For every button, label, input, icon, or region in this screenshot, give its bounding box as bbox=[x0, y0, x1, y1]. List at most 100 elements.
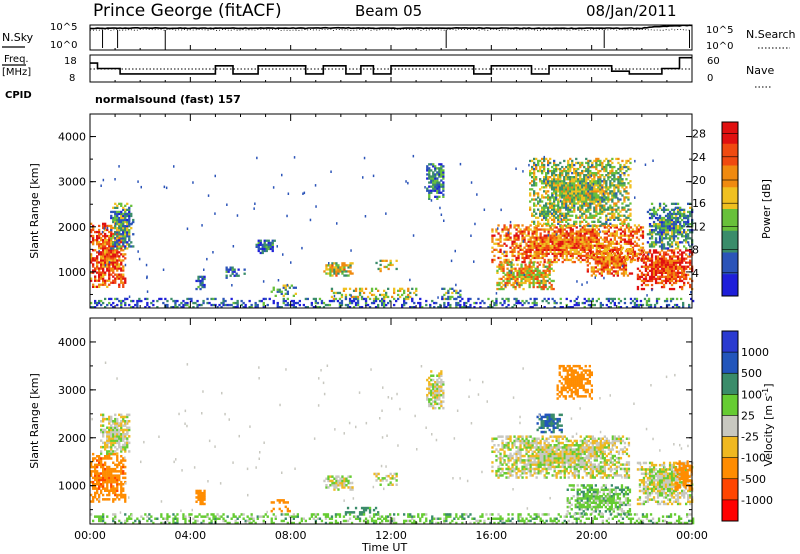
echo-cell bbox=[685, 223, 688, 226]
echo-cell bbox=[114, 498, 117, 501]
echo-cell bbox=[605, 303, 608, 307]
echo-cell bbox=[116, 204, 119, 207]
echo-cell bbox=[563, 200, 566, 203]
echo-cell bbox=[581, 202, 584, 205]
echo-cell bbox=[469, 303, 472, 307]
echo-cell bbox=[436, 185, 439, 188]
echo-cell bbox=[102, 253, 105, 256]
echo-speck bbox=[140, 185, 142, 189]
echo-cell bbox=[96, 470, 99, 473]
echo-cell bbox=[527, 230, 530, 233]
echo-cell bbox=[682, 303, 685, 307]
echo-cell bbox=[98, 269, 101, 272]
echo-cell bbox=[537, 228, 540, 231]
echo-cell bbox=[112, 232, 115, 236]
echo-cell bbox=[658, 261, 662, 264]
echo-cell bbox=[583, 248, 586, 251]
echo-cell bbox=[120, 235, 123, 238]
echo-cell bbox=[533, 172, 536, 175]
echo-cell bbox=[541, 256, 544, 260]
echo-cell bbox=[650, 265, 654, 268]
echo-cell bbox=[672, 271, 676, 274]
echo-cell bbox=[617, 167, 620, 171]
echo-cell bbox=[579, 244, 582, 247]
echo-cell bbox=[658, 202, 662, 205]
echo-cell bbox=[625, 234, 629, 237]
echo-cell bbox=[629, 214, 632, 217]
echo-cell bbox=[625, 159, 628, 163]
echo-cell bbox=[681, 261, 684, 264]
echo-cell bbox=[569, 196, 572, 199]
echo-cell bbox=[689, 214, 692, 218]
echo-cell bbox=[156, 299, 159, 303]
echo-cell bbox=[513, 240, 516, 243]
echo-cell bbox=[516, 263, 519, 266]
echo-cell bbox=[118, 283, 121, 286]
echo-cell bbox=[333, 270, 336, 273]
echo-cell bbox=[593, 202, 596, 205]
echo-cell bbox=[335, 264, 338, 267]
echo-cell bbox=[102, 301, 105, 305]
echo-cell bbox=[595, 167, 598, 171]
echo-cell bbox=[118, 236, 121, 240]
echo-cell bbox=[110, 267, 113, 270]
echo-cell bbox=[112, 235, 115, 238]
echo-cell bbox=[547, 228, 550, 231]
echo-cell bbox=[526, 277, 529, 281]
echo-cell bbox=[589, 224, 592, 228]
echo-cell bbox=[110, 297, 113, 301]
echo-cell bbox=[102, 498, 105, 501]
echo-cell bbox=[597, 176, 600, 179]
echo-cell bbox=[522, 269, 525, 272]
echo-cell bbox=[124, 227, 127, 230]
echo-cell bbox=[608, 260, 611, 263]
echo-cell bbox=[561, 240, 564, 243]
echo-cell bbox=[603, 240, 606, 243]
echo-cell bbox=[116, 474, 119, 477]
echo-cell bbox=[557, 228, 560, 231]
echo-cell bbox=[549, 184, 552, 187]
echo-cell bbox=[601, 206, 604, 209]
echo-cell bbox=[620, 272, 624, 275]
echo-speck bbox=[523, 273, 525, 277]
echo-cell bbox=[532, 271, 535, 274]
echo-speck bbox=[497, 227, 499, 230]
echo-cell bbox=[542, 277, 545, 281]
echo-cell bbox=[575, 230, 578, 233]
echo-cell bbox=[411, 297, 414, 301]
echo-cell bbox=[122, 483, 125, 486]
echo-speck bbox=[594, 276, 596, 279]
echo-cell bbox=[618, 264, 622, 267]
echo-cell bbox=[120, 210, 123, 214]
echo-cell bbox=[660, 229, 664, 232]
echo-cell bbox=[547, 182, 550, 185]
echo-cell bbox=[619, 299, 623, 303]
echo-cell bbox=[565, 174, 568, 177]
echo-cell bbox=[593, 176, 596, 179]
echo-cell bbox=[528, 261, 531, 264]
echo-cell bbox=[646, 265, 650, 268]
echo-cell bbox=[356, 303, 360, 307]
echo-cell bbox=[607, 194, 610, 197]
echo-cell bbox=[120, 212, 123, 216]
echo-cell bbox=[92, 496, 95, 499]
echo-cell bbox=[650, 271, 654, 274]
echo-cell bbox=[438, 189, 441, 192]
echo-cell bbox=[509, 226, 512, 229]
echo-cell bbox=[120, 220, 123, 224]
echo-cell bbox=[102, 487, 105, 490]
echo-cell bbox=[403, 301, 406, 305]
echo-cell bbox=[672, 265, 676, 268]
echo-cell bbox=[627, 228, 631, 231]
echo-cell bbox=[640, 251, 644, 254]
echo-cell bbox=[624, 266, 628, 269]
echo-cell bbox=[676, 229, 680, 232]
echo-cell bbox=[104, 476, 107, 480]
echo-cell bbox=[200, 303, 203, 307]
echo-cell bbox=[650, 245, 654, 248]
echo-cell bbox=[624, 270, 628, 273]
echo-cell bbox=[555, 248, 558, 251]
echo-cell bbox=[237, 274, 240, 277]
echo-cell bbox=[459, 306, 462, 309]
echo-cell bbox=[676, 255, 680, 258]
